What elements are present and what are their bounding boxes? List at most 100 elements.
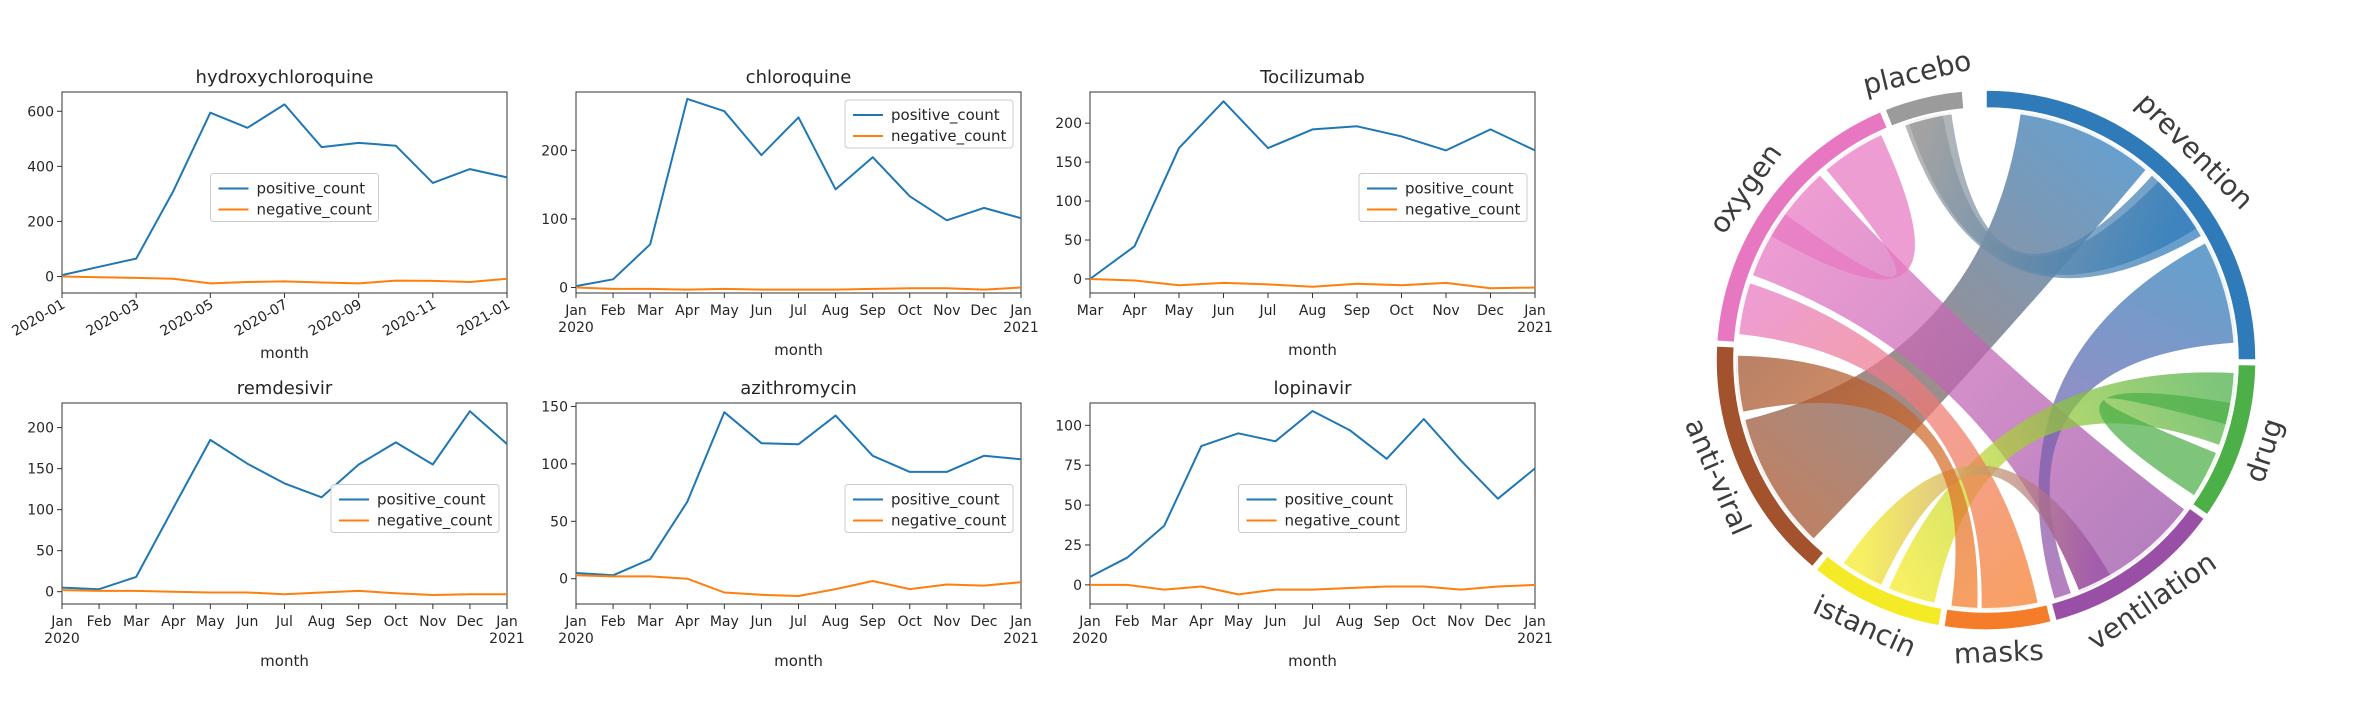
x-tick-label: Aug	[308, 614, 335, 630]
y-tick-label: 50	[36, 544, 54, 560]
y-tick-label: 100	[27, 503, 54, 519]
x-tick-label: Dec	[970, 614, 997, 630]
x-tick-label: Apr	[675, 614, 699, 630]
y-tick-label: 150	[1055, 155, 1082, 171]
x-tick-label: Jan 2021	[1517, 303, 1553, 336]
x-tick-label: Jan 2021	[1003, 303, 1039, 336]
y-tick-label: 0	[45, 585, 54, 601]
series-line-positive_count	[575, 97, 1022, 288]
line-chart-5: azithromycin 0 50 100 150 Jan 2020 Feb Mar Apr May…	[541, 378, 1039, 670]
x-tick-label: Jul	[1259, 303, 1277, 319]
x-tick-label: Nov	[1432, 303, 1459, 319]
chart-title: azithromycin	[740, 378, 856, 399]
chord-ribbon-oxygen-oxygen	[1769, 133, 1915, 280]
x-tick-label: Feb	[87, 614, 112, 630]
x-tick-label: Jan 2021	[489, 614, 525, 647]
x-tick-label: Nov	[933, 303, 960, 319]
x-tick-label: Jun	[1212, 303, 1235, 319]
legend-label: negative_count	[377, 512, 493, 531]
chord-ribbon-oxygen-ventilation	[1751, 174, 2186, 592]
y-tick-label: 150	[541, 399, 568, 415]
legend: positive_count negative_count	[844, 99, 1014, 149]
x-tick-label: Dec	[970, 303, 997, 319]
legend-box	[1238, 484, 1407, 533]
series-line-positive_count	[61, 410, 508, 591]
legend-box	[1358, 173, 1528, 222]
line-chart-3: Tocilizumab 0 50 100 150 200 Mar Apr May Jun Jul Au…	[1055, 67, 1553, 359]
y-tick-label: 200	[1055, 116, 1082, 132]
legend-box	[330, 484, 500, 533]
chord-ribbon-prevention-ventilation	[2038, 242, 2236, 601]
x-tick-label: Jan 2020	[558, 614, 594, 647]
series-line-positive_count	[61, 103, 508, 277]
legend-label: positive_count	[257, 180, 366, 199]
x-tick-label: Apr	[1122, 303, 1146, 319]
x-tick-label: Jul	[275, 614, 293, 630]
chord-ribbon-prevention-placebo	[1908, 113, 2198, 275]
chord-arc-masks	[1942, 603, 2053, 631]
line-chart-grid: hydroxychloroquine 0 200 400 600 2020-01 2020-…	[9, 67, 1552, 670]
x-tick-label: 2020-07	[232, 297, 291, 340]
legend-label: negative_count	[891, 512, 1007, 531]
y-tick-label: 0	[559, 281, 568, 297]
x-tick-label: Oct	[898, 303, 923, 319]
chord-ribbon-masks-oxygen	[1737, 282, 2038, 611]
x-tick-label: Jan 2021	[1003, 614, 1039, 647]
y-tick-label: 100	[1055, 418, 1082, 434]
y-tick-label: 100	[1055, 194, 1082, 210]
series-line-negative_count	[575, 574, 1022, 597]
x-tick-label: 2020-01	[9, 297, 68, 340]
x-tick-label: 2021-01	[454, 297, 513, 340]
y-tick-label: 200	[541, 143, 568, 159]
legend-label: positive_count	[1285, 491, 1394, 510]
legend-label: positive_count	[891, 106, 1000, 125]
x-tick-label: 2020-09	[306, 297, 365, 340]
chord-arc-anti-viral	[1715, 345, 1826, 568]
y-tick-label: 100	[541, 457, 568, 473]
y-tick-label: 400	[27, 159, 54, 175]
x-tick-label: 2020-05	[158, 297, 217, 340]
chart-title: Tocilizumab	[1259, 67, 1365, 88]
x-tick-label: Nov	[1447, 614, 1474, 630]
chord-ribbon-anti-viral-masks	[1735, 355, 1978, 610]
series-line-positive_count	[575, 411, 1022, 577]
chord-arc-placebo	[1883, 90, 1965, 128]
x-axis-label: month	[260, 344, 309, 362]
x-tick-label: Oct	[1389, 303, 1414, 319]
x-axis-label: month	[1288, 652, 1337, 670]
series-line-negative_count	[1090, 583, 1536, 596]
chord-diagram: preventiondrugventilationmasksistancinan…	[1678, 44, 2290, 671]
x-tick-label: Dec	[456, 614, 483, 630]
legend: positive_count negative_count	[1358, 173, 1528, 222]
x-tick-label: Feb	[601, 303, 626, 319]
x-tick-label: Mar	[123, 614, 150, 630]
x-tick-label: Jun	[749, 303, 772, 319]
chord-inner-ring	[1736, 110, 2236, 610]
y-tick-label: 150	[27, 462, 54, 478]
x-tick-label: Nov	[419, 614, 446, 630]
chart-title: hydroxychloroquine	[196, 67, 374, 88]
x-tick-label: Jun	[1263, 614, 1286, 630]
x-tick-label: May	[1224, 614, 1253, 630]
chord-arc-oxygen	[1715, 110, 1889, 344]
chord-arc-drug	[2191, 363, 2257, 516]
legend: positive_count negative_count	[210, 173, 379, 222]
chord-ribbon-istancin-ventilation	[1842, 465, 2111, 592]
chord-arc-ventilation	[2050, 507, 2206, 622]
line-chart-2: chloroquine 0 100 200 Jan 2020 Feb Mar Apr May Jun…	[541, 67, 1039, 359]
x-tick-label: Feb	[1115, 614, 1140, 630]
legend-box	[844, 99, 1014, 149]
x-tick-label: Apr	[675, 303, 699, 319]
y-tick-label: 50	[550, 514, 568, 530]
x-tick-label: Jan 2020	[1072, 614, 1108, 647]
y-tick-label: 0	[45, 269, 54, 285]
x-tick-label: Jul	[789, 614, 807, 630]
legend-label: positive_count	[891, 491, 1000, 510]
y-tick-label: 200	[27, 421, 54, 437]
line-chart-6: lopinavir 0 25 50 75 100 Jan 2020 Feb Mar Apr May Ju…	[1055, 378, 1553, 670]
x-tick-label: Jun	[235, 614, 258, 630]
legend-label: negative_count	[1285, 512, 1401, 531]
legend: positive_count negative_count	[844, 484, 1014, 533]
x-tick-label: Sep	[1344, 303, 1371, 319]
x-tick-label: Mar	[1151, 614, 1178, 630]
